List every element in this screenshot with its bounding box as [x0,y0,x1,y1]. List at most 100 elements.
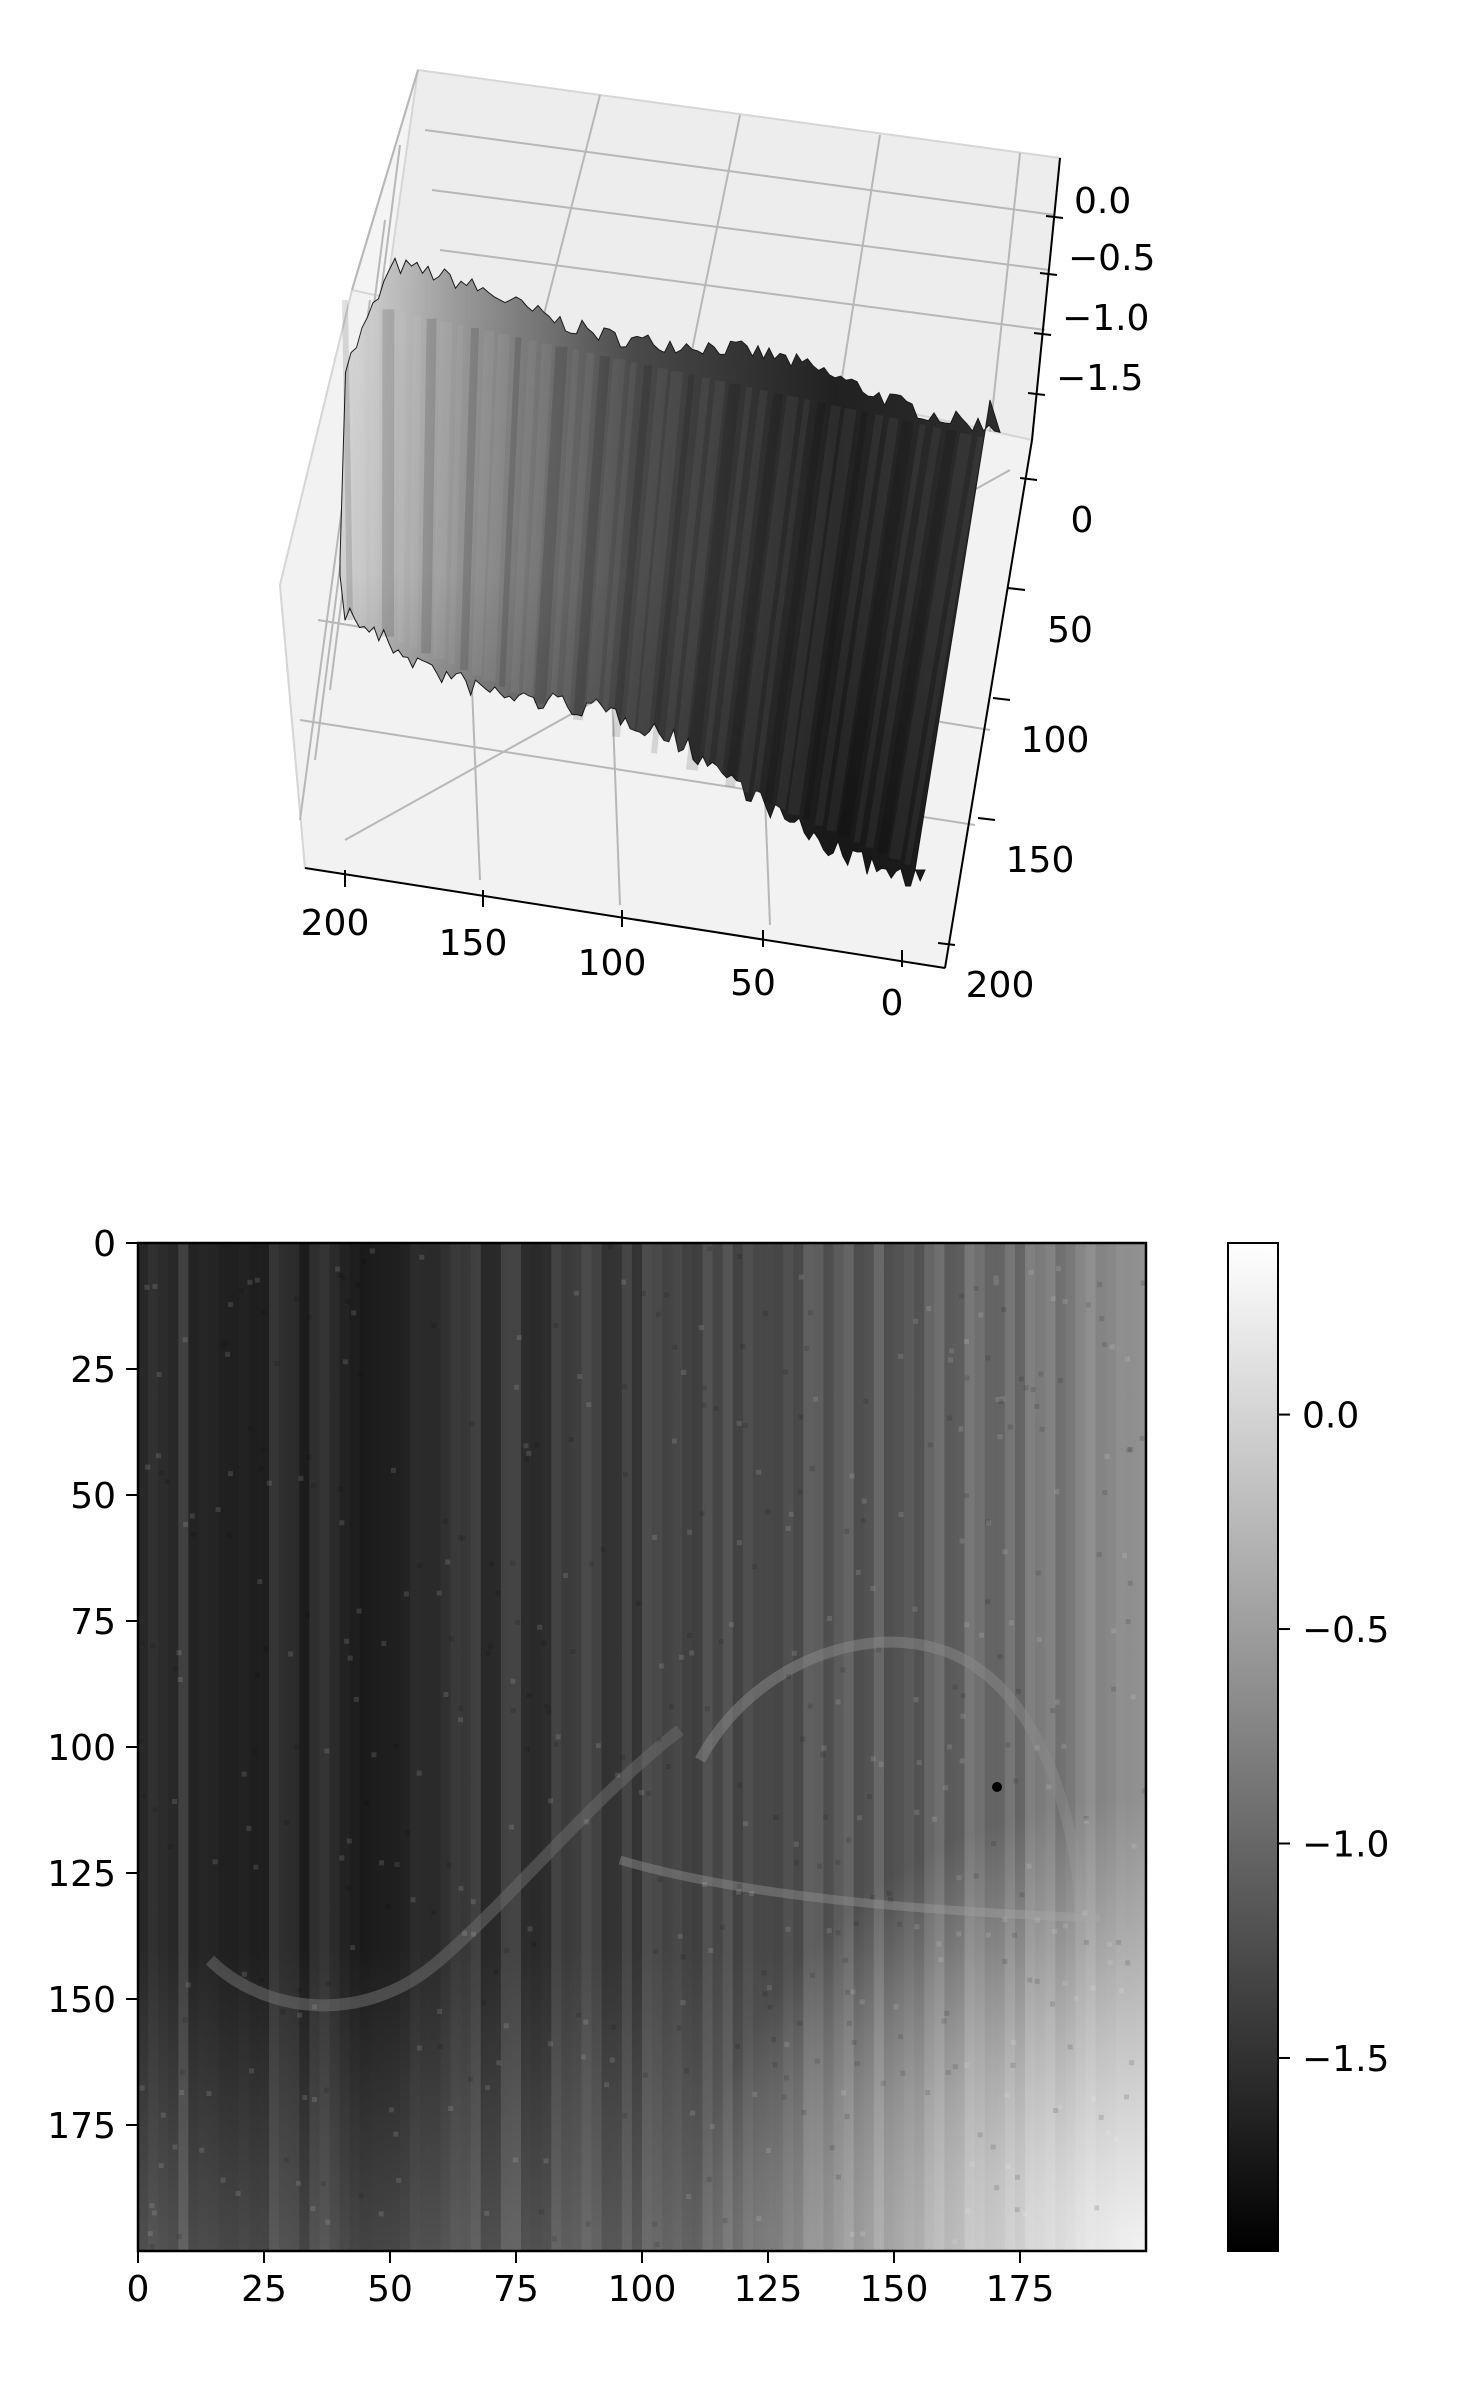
heatmap-noise-pixel [604,2082,610,2088]
heat-x-tick-label: 75 [493,2269,539,2310]
heatmap-noise-pixel [964,1339,969,1344]
heatmap-noise-pixel [431,1910,437,1916]
heat-x-tick-label: 175 [986,2269,1055,2310]
heatmap-noise-pixel [969,2161,975,2167]
heatmap-noise-pixel [1128,1446,1134,1452]
heatmap-noise-pixel [177,1677,183,1682]
heatmap-noise-pixel [797,1489,803,1495]
heatmap-noise-pixel [817,1863,823,1869]
heatmap-noise-pixel [964,2062,970,2068]
heatmap-noise-pixel [798,1414,804,1420]
surface-stripe [888,432,973,860]
heatmap-noise-pixel [1010,2062,1016,2068]
surface-stripe [499,337,522,687]
heatmap-noise-pixel [826,1928,832,1934]
heatmap-noise-pixel [358,2193,364,2199]
surface-stripe [662,377,711,760]
surface-stripe [803,411,868,821]
heatmap-noise-pixel [925,2090,931,2096]
heatmap-noise-pixel [347,1655,353,1661]
heatmap-noise-pixel [1127,1580,1133,1586]
surface-stripe [409,315,422,648]
heatmap-noise-pixel [1083,1818,1089,1824]
heatmap-noise-pixel [339,1520,345,1526]
heatmap-noise-pixel [1105,2130,1111,2136]
heatmap-noise-pixel [765,2148,771,2153]
heatmap-noise-pixel [964,1493,969,1499]
surface-stripe [534,346,568,704]
heat-y-tick-label: 0 [93,1224,116,1265]
surface-stripe [483,333,510,682]
heatmap-noise-pixel [488,1644,494,1650]
heat-x-tick-label: 125 [734,2269,803,2310]
heatmap-noise-pixel [1053,2108,1059,2113]
heatmap-noise-pixel [176,1650,182,1656]
heatmap-noise-pixel [1111,1686,1117,1692]
heatmap-noise-pixel [756,1469,762,1475]
heatmap-noise-pixel [297,1987,303,1993]
heatmap-noise-pixel [870,1756,876,1762]
heatmap-noise-pixel [1015,2174,1020,2180]
heatmap-noise-pixel [288,1651,294,1657]
surface-stripes [342,299,984,865]
heatmap-noise-pixel [749,1891,755,1896]
y-tick-label: 50 [1047,610,1093,651]
heatmap-noise-pixel [948,1357,954,1363]
heatmap-noise-pixel [671,1438,677,1444]
heatmap-noise-pixel [353,1696,359,1702]
heatmap-noise-pixel [1130,1694,1136,1700]
heatmap-noise-pixel [611,2024,617,2030]
heatmap-noise-pixel [481,2000,487,2005]
heatmap-noise-pixel [215,1507,221,1513]
heatmap-noise-pixel [1030,1387,1036,1392]
heatmap-noise-pixel [677,1933,683,1939]
heatmap-noise-pixel [736,1889,741,1895]
heatmap-noise-pixel [346,1885,351,1891]
heatmap-noise-pixel [254,1672,260,1678]
heat-y-tick-label: 125 [47,1854,116,1895]
heatmap-noise-pixel [248,1426,254,1432]
heatmap-noise-pixel [339,1855,345,1861]
surface-stripe [814,414,884,827]
heatmap-noise-pixel [1050,1708,1056,1714]
heat-y-tick-label: 75 [70,1602,116,1643]
heatmap-noise-pixel [266,1480,272,1486]
heatmap-noise-pixel [396,2177,402,2183]
heatmap-noise-pixel [944,2010,950,2016]
heatmap-noise-pixel [798,1274,804,1280]
heatmap-noise-pixel [548,1798,553,1804]
surface-stripe [573,355,610,721]
surface-stripe [397,312,406,643]
heatmap-noise-pixel [804,1345,810,1351]
heatmap-noise-pixel [312,2097,317,2102]
heatmap-noise-pixel [737,1254,743,1260]
heatmap-noise-pixel [152,1807,158,1813]
colorbar-tick-label: 0.0 [1302,1396,1359,1437]
z-tick-mark [1045,215,1064,219]
heatmap-noise-pixel [898,2034,903,2039]
heatmap-noise-pixel [784,2041,790,2047]
heatmap-noise-pixel [241,1771,247,1777]
heatmap-noise-pixel [183,1521,189,1527]
heatmap-noise-pixel [1131,1843,1137,1849]
heatmap-noise-pixel [583,2019,589,2025]
heatmap-noise-pixel [515,1619,521,1625]
colorbar [1227,1242,1279,2252]
heatmap-noise-pixel [853,1921,859,1927]
y-tick-mark [1007,587,1026,591]
surface-stripe [549,349,580,710]
heatmap-noise-pixel [304,1612,310,1618]
z-axis-line [1031,157,1061,441]
heatmap-noise-pixel [548,2041,553,2047]
heatmap-noise-pixel [390,1467,396,1473]
heatmap-noise-pixel [227,1471,233,1477]
heatmap-noise-pixel [1094,2205,1100,2211]
heatmap-noise-pixel [993,1275,999,1281]
heatmap-noise-pixel [437,2009,442,2014]
heatmap-noise-pixel [897,1921,903,1927]
heatmap-noise-pixel [1007,1424,1013,1430]
heatmap-noise-pixel [800,1736,806,1742]
surface-stripe [635,370,684,749]
heatmap-noise-pixel [509,1824,514,1830]
heatmap-noise-pixel [179,2069,185,2075]
